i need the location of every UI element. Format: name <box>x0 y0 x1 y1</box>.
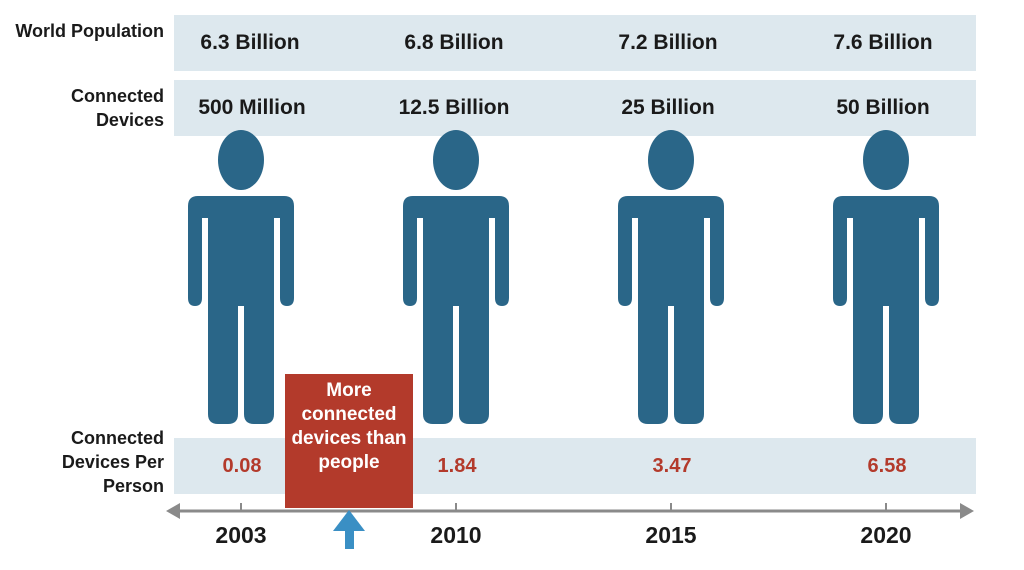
ratio-value: 1.84 <box>437 455 477 477</box>
year-label: 2003 <box>215 522 267 548</box>
person-figure-icon <box>618 196 724 424</box>
person-head-icon <box>863 130 909 190</box>
person-figure-icon <box>188 196 294 424</box>
timeline-left-arrow-icon <box>166 503 180 519</box>
up-arrow-icon <box>333 510 365 531</box>
year-label: 2015 <box>645 522 697 548</box>
timeline-right-arrow-icon <box>960 503 974 519</box>
person-head-icon <box>648 130 694 190</box>
devices-value: 12.5 Billion <box>398 96 510 119</box>
population-value: 7.6 Billion <box>833 31 933 54</box>
devices-band <box>174 80 976 136</box>
devices-value: 25 Billion <box>621 96 715 119</box>
person-head-icon <box>218 130 264 190</box>
person-figure-icon <box>403 196 509 424</box>
population-band <box>174 15 976 71</box>
label-connected-devices: Connected Devices <box>70 86 164 130</box>
year-label: 2010 <box>430 522 482 548</box>
population-value: 7.2 Billion <box>618 31 718 54</box>
person-figure-icon <box>833 196 939 424</box>
population-value: 6.3 Billion <box>200 31 300 54</box>
devices-value: 500 Million <box>198 96 306 119</box>
up-arrow-shaft <box>345 527 354 549</box>
person-head-icon <box>433 130 479 190</box>
ratio-value: 6.58 <box>867 455 907 477</box>
devices-value: 50 Billion <box>836 96 930 119</box>
callout-box: More connected devices than people <box>285 374 413 508</box>
population-value: 6.8 Billion <box>404 31 504 54</box>
year-label: 2020 <box>860 522 912 548</box>
label-world-population: World Population <box>15 21 164 41</box>
label-per-person: Connected Devices Per Person <box>61 428 164 496</box>
ratio-value: 0.08 <box>222 455 262 477</box>
ratio-value: 3.47 <box>652 455 692 477</box>
